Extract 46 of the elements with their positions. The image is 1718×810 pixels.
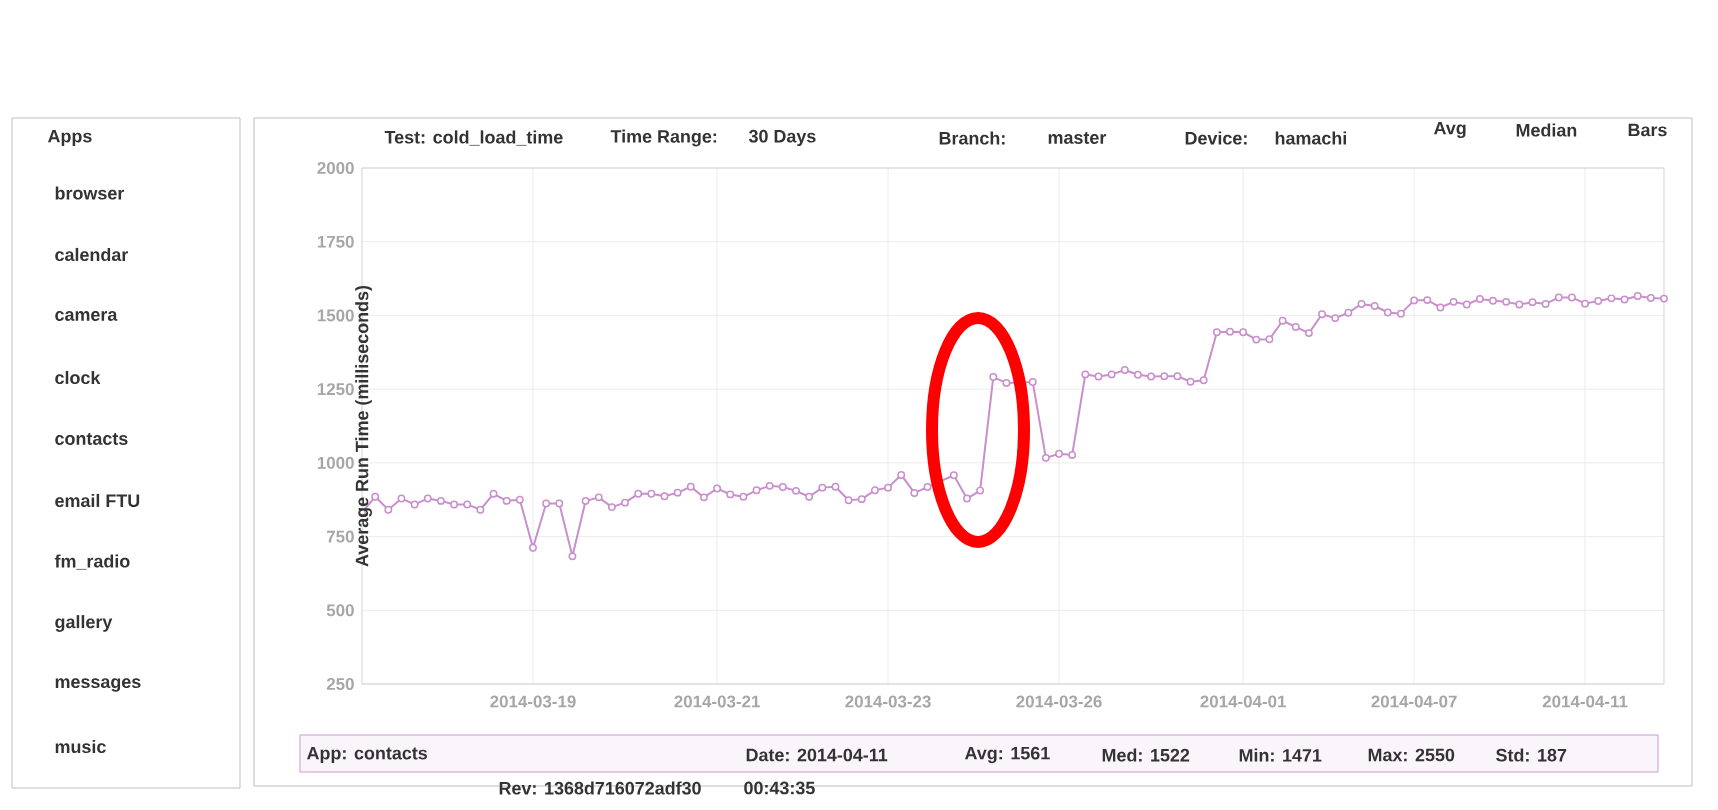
- text: 00:43:35: [744, 781, 815, 795]
- text: browser: [55, 186, 125, 200]
- text: master: [1048, 132, 1107, 144]
- text: messages: [55, 678, 141, 692]
- x-tick-label: 2014-03-19: [490, 695, 576, 708]
- text: Std: 187: [1496, 748, 1567, 762]
- y-tick-label: 1250: [317, 383, 354, 396]
- text: contacts: [55, 433, 128, 445]
- y-axis-title: Average Run Time (milliseconds): [355, 285, 372, 567]
- x-tick-label: 2014-03-23: [845, 695, 931, 708]
- text: email FTU: [55, 493, 140, 508]
- x-tick-label: 2014-03-21: [674, 695, 760, 708]
- text: calendar: [55, 247, 129, 262]
- x-tick-label: 2014-04-01: [1200, 695, 1286, 708]
- text: Device:: [1185, 131, 1247, 145]
- text: Avg: [1433, 121, 1466, 139]
- text: Branch:: [939, 131, 1005, 145]
- x-tick-label: 2014-04-07: [1371, 695, 1457, 708]
- text: App: contacts: [306, 746, 427, 764]
- text: fm_radio: [54, 554, 130, 570]
- y-tick-label: 750: [326, 530, 354, 543]
- text: gallery: [55, 615, 113, 632]
- text: Bars: [1628, 123, 1667, 137]
- text: Test: cold_load_time: [384, 130, 563, 146]
- x-tick-label: 2014-03-26: [1016, 695, 1102, 708]
- text: Max: 2550: [1368, 748, 1455, 762]
- y-tick-label: 2000: [317, 162, 354, 174]
- text: Rev: 1368d716072adf30: [499, 781, 701, 795]
- text: Time Range:: [610, 129, 717, 147]
- y-tick-label: 1000: [317, 456, 354, 469]
- y-tick-label: 500: [326, 604, 354, 617]
- x-tick-label: 2014-04-11: [1542, 695, 1628, 708]
- y-tick-label: 250: [326, 678, 354, 691]
- y-tick-label: 1750: [317, 235, 354, 248]
- text: Med: 1522: [1102, 748, 1190, 762]
- text: clock: [55, 370, 101, 385]
- text: Min: 1471: [1239, 748, 1322, 762]
- text: Median: [1516, 123, 1577, 137]
- text: Apps: [47, 129, 92, 147]
- text: 30 Days: [748, 129, 816, 147]
- text: hamachi: [1275, 131, 1347, 145]
- text: Date: 2014-04-11: [746, 748, 888, 762]
- text: Avg: 1561: [964, 746, 1050, 764]
- y-tick-label: 1500: [317, 309, 354, 322]
- text: music: [55, 739, 106, 754]
- text: camera: [55, 311, 118, 321]
